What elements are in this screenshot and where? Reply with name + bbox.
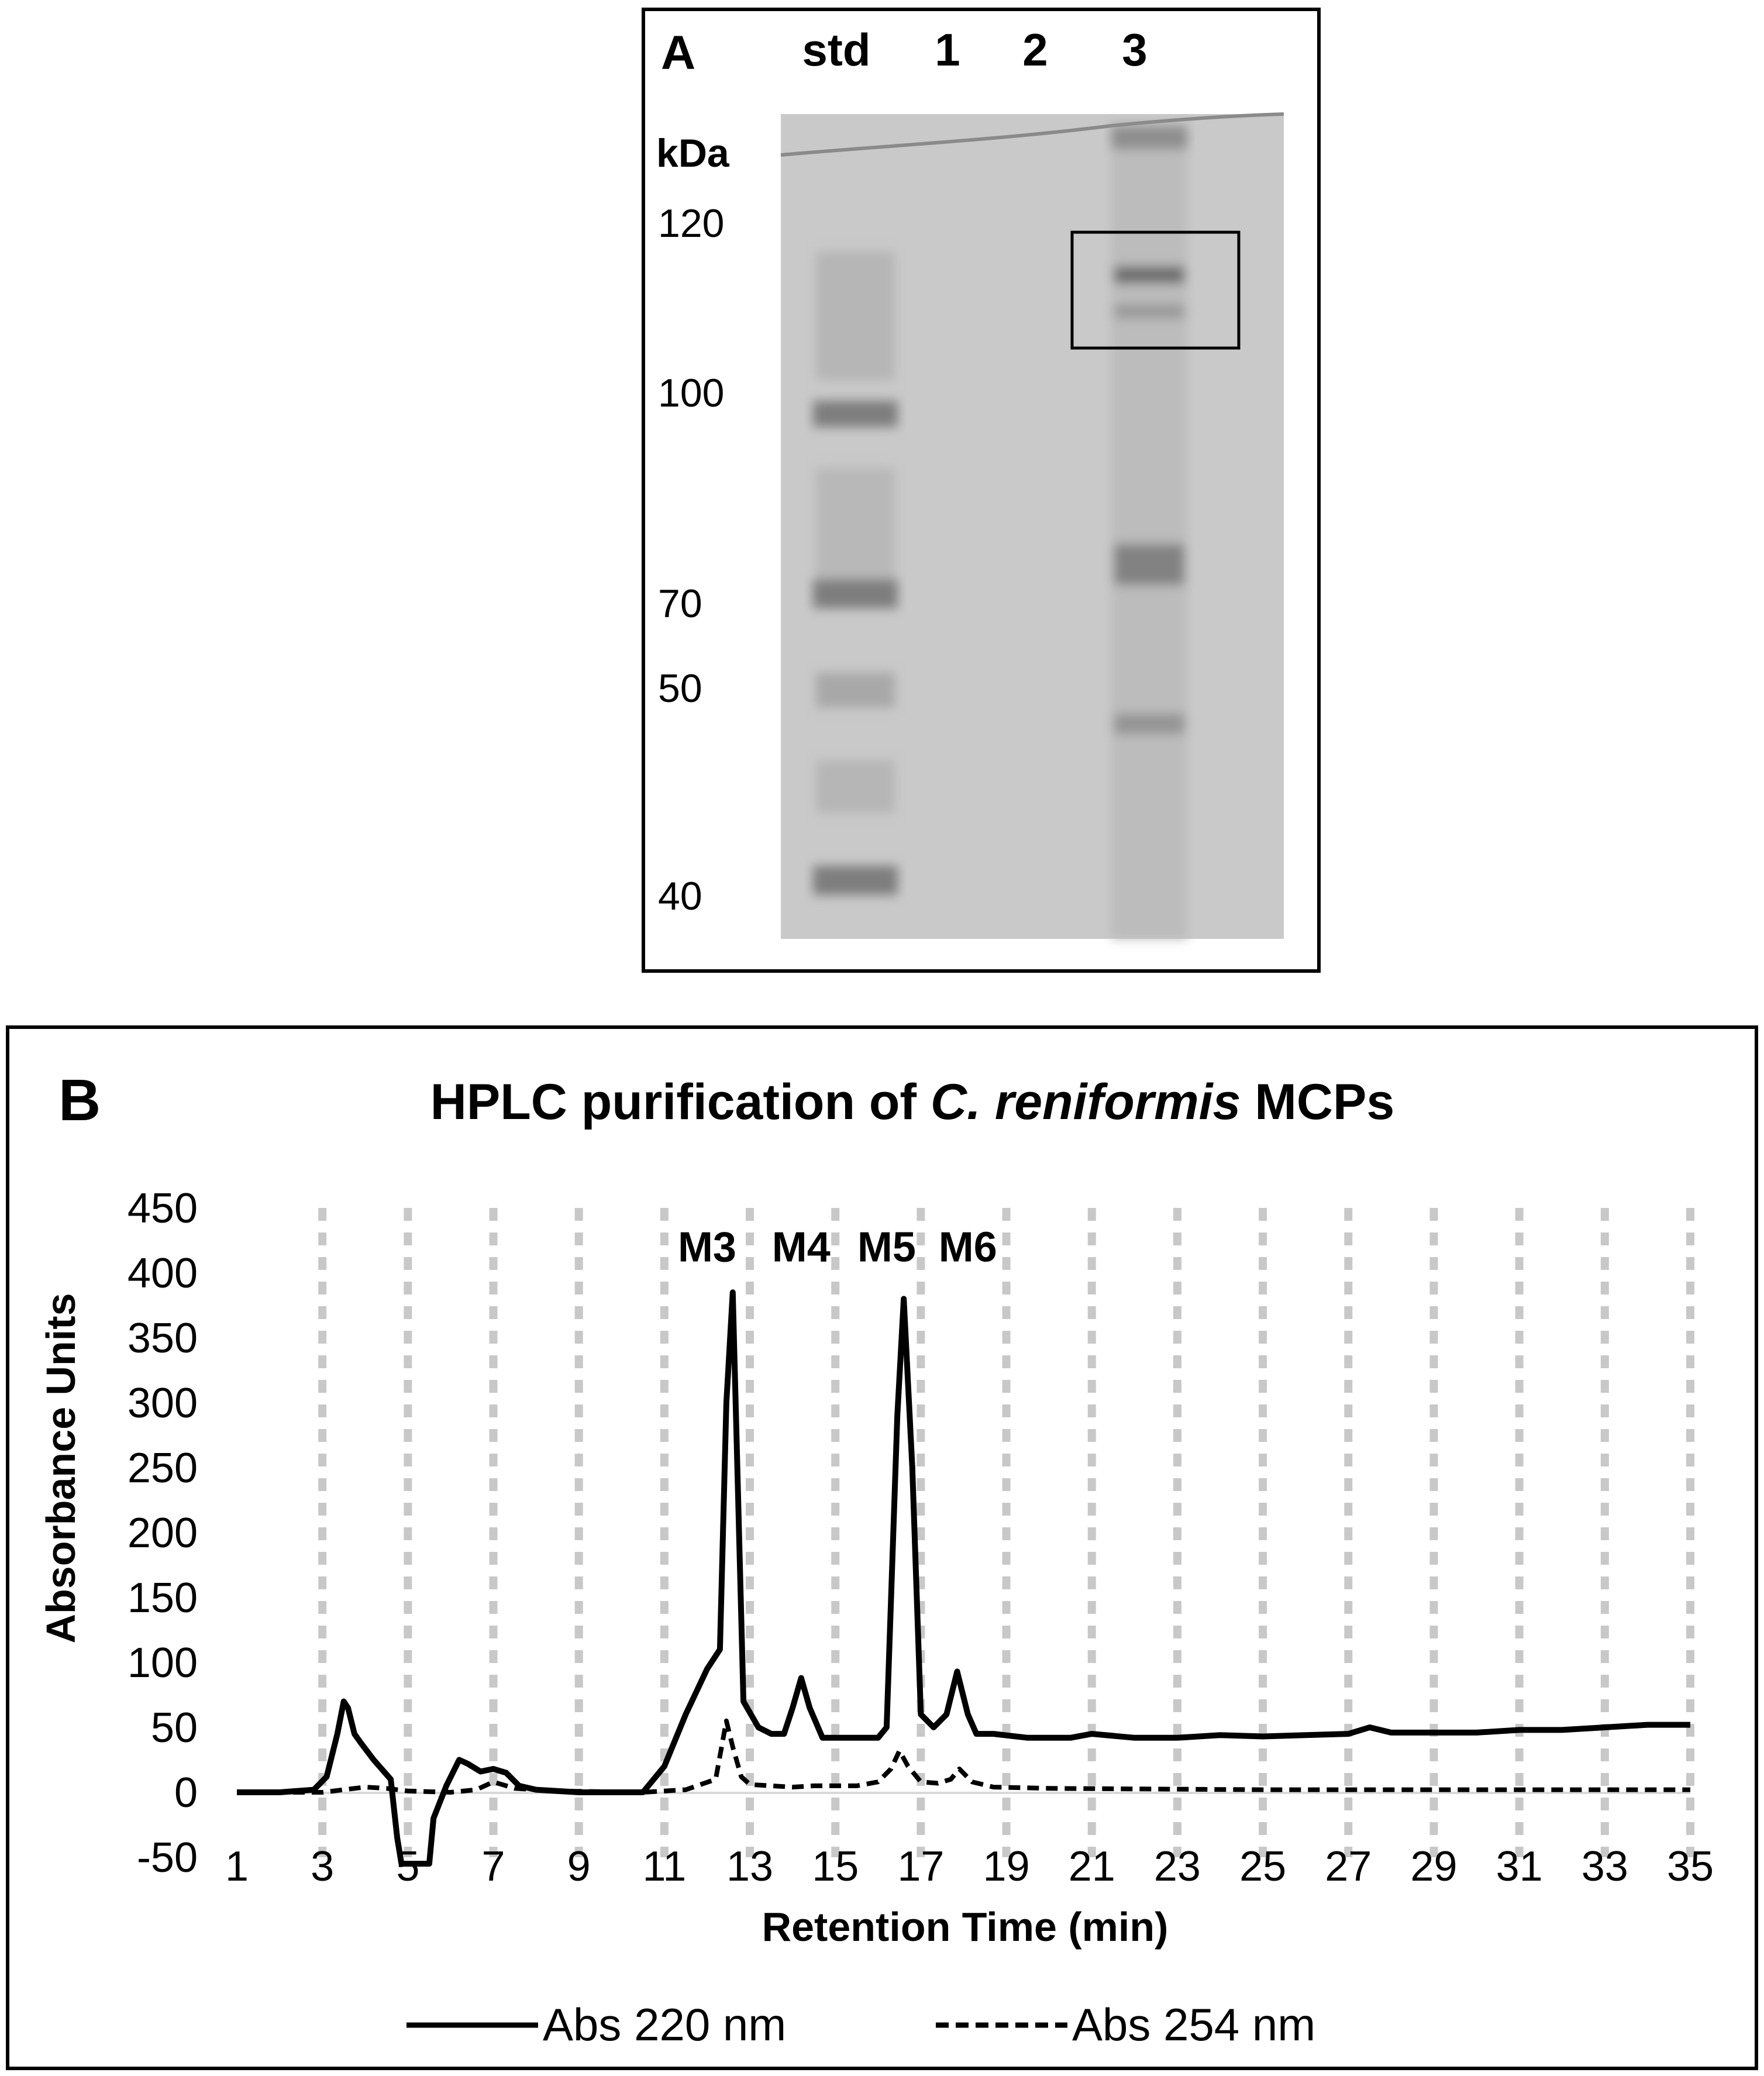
chart-title-post: MCPs xyxy=(1241,1074,1394,1130)
x-tick-labels: 1 3 5 7 9 11 13 15 17 19 21 23 25 27 29 31 33 35 xyxy=(225,1843,1714,1890)
chart-title: HPLC purification of C. reniformis MCPs xyxy=(430,1074,1394,1130)
x-tick-33: 33 xyxy=(1582,1843,1628,1890)
kda-label: kDa xyxy=(656,131,730,175)
peak-annotations: M3 M4 M5 M6 xyxy=(678,1224,997,1271)
x-tick-17: 17 xyxy=(897,1843,944,1890)
marker-70: 70 xyxy=(658,581,702,626)
chart-title-pre: HPLC purification of xyxy=(430,1074,931,1130)
marker-50: 50 xyxy=(658,666,702,711)
marker-40: 40 xyxy=(658,874,702,918)
x-gridlines xyxy=(318,1208,1694,1857)
chart-title-italic: C. reniformis xyxy=(931,1074,1241,1130)
y-tick--50: -50 xyxy=(137,1834,198,1881)
marker-120: 120 xyxy=(658,201,724,246)
x-tick-15: 15 xyxy=(812,1843,859,1890)
legend: Abs 220 nm Abs 254 nm xyxy=(406,1999,1315,2050)
lane-label-3: 3 xyxy=(1122,24,1147,75)
y-tick-300: 300 xyxy=(128,1380,198,1427)
x-tick-11: 11 xyxy=(643,1843,687,1890)
y-tick-50: 50 xyxy=(151,1705,198,1751)
x-tick-31: 31 xyxy=(1496,1843,1543,1890)
y-tick-150: 150 xyxy=(128,1575,198,1621)
lane-3-bands xyxy=(1111,126,1187,939)
x-tick-35: 35 xyxy=(1667,1843,1714,1890)
panel-a-letter: A xyxy=(661,26,695,80)
x-tick-3: 3 xyxy=(311,1843,334,1890)
annotation-m3: M3 xyxy=(678,1224,736,1271)
y-tick-0: 0 xyxy=(174,1769,198,1816)
y-axis-label: Absorbance Units xyxy=(38,1293,84,1644)
y-tick-400: 400 xyxy=(128,1250,198,1297)
series-line-254 xyxy=(237,1718,1690,1795)
y-tick-100: 100 xyxy=(128,1640,198,1686)
gel-top-edge xyxy=(780,112,1284,157)
y-tick-labels: 450 400 350 300 250 200 150 100 50 0 -50 xyxy=(128,1185,198,1881)
panel-a: A std 1 2 3 kDa 120 100 70 50 40 xyxy=(642,8,1321,973)
x-tick-13: 13 xyxy=(726,1843,773,1890)
panel-b-letter: B xyxy=(58,1068,101,1133)
x-axis-label: Retention Time (min) xyxy=(762,1904,1169,1950)
band-highlight-box xyxy=(1070,230,1241,350)
series-line-220 xyxy=(237,1289,1690,1867)
lane-std-bands xyxy=(813,252,898,895)
series-abs-220 xyxy=(237,1289,1690,1867)
x-tick-1: 1 xyxy=(225,1843,249,1890)
legend-label-254: Abs 254 nm xyxy=(1072,1999,1315,2050)
panel-b-frame xyxy=(6,1025,1758,2070)
annotation-m5: M5 xyxy=(857,1224,916,1271)
lane-label-std: std xyxy=(802,24,871,75)
x-tick-7: 7 xyxy=(482,1843,505,1890)
y-tick-450: 450 xyxy=(128,1185,198,1232)
annotation-m6: M6 xyxy=(939,1224,997,1271)
x-tick-23: 23 xyxy=(1154,1843,1201,1890)
x-tick-21: 21 xyxy=(1069,1843,1115,1890)
x-tick-9: 9 xyxy=(567,1843,591,1890)
y-tick-250: 250 xyxy=(128,1445,198,1492)
panel-b: B HPLC purification of C. reniformis MCP… xyxy=(6,1025,1758,2070)
annotation-m4: M4 xyxy=(772,1224,831,1271)
x-tick-5: 5 xyxy=(396,1843,419,1890)
lane-label-1: 1 xyxy=(935,24,960,75)
x-tick-27: 27 xyxy=(1325,1843,1372,1890)
y-tick-200: 200 xyxy=(128,1510,198,1557)
y-tick-350: 350 xyxy=(128,1315,198,1362)
marker-100: 100 xyxy=(658,371,724,415)
lane-label-2: 2 xyxy=(1022,24,1048,75)
x-tick-19: 19 xyxy=(983,1843,1030,1890)
x-tick-29: 29 xyxy=(1410,1843,1457,1890)
x-tick-25: 25 xyxy=(1239,1843,1286,1890)
legend-label-220: Abs 220 nm xyxy=(543,1999,786,2050)
series-abs-254 xyxy=(237,1718,1690,1795)
